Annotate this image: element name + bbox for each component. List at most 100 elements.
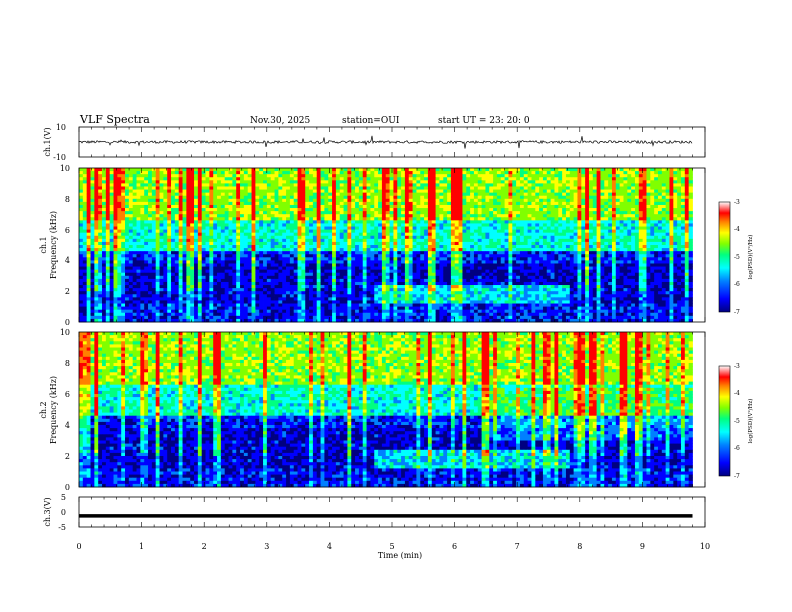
spectrogram-cell: [186, 226, 191, 230]
spectrogram-cell: [155, 183, 160, 187]
spectrogram-cell: [182, 235, 187, 240]
spectrogram-cell: [539, 195, 544, 200]
spectrogram-cell: [94, 260, 99, 264]
spectrogram-cell: [335, 238, 341, 243]
spectrogram-cell: [420, 201, 425, 206]
spectrogram-cell: [117, 183, 122, 187]
spectrogram-cell: [627, 245, 632, 249]
spectrogram-cell: [117, 226, 122, 230]
spectrogram-cell: [642, 201, 647, 206]
spectrogram-cell: [596, 195, 601, 200]
spectrogram-cell: [519, 208, 525, 212]
spectrogram-cell: [493, 195, 498, 200]
spectrogram-cell: [401, 248, 406, 252]
spectrogram-cell: [665, 220, 670, 224]
spectrogram-cell: [205, 214, 210, 218]
spectrogram-cell: [366, 223, 371, 227]
spectrogram-cell: [527, 177, 532, 181]
spectrogram-cell: [427, 186, 433, 190]
spectrogram-cell: [646, 235, 651, 240]
spectrogram-cell: [140, 180, 145, 184]
spectrogram-cell: [144, 168, 149, 172]
spectrogram-cell: [125, 211, 130, 215]
spectrogram-cell: [516, 220, 521, 224]
spectrogram-cell: [535, 254, 540, 258]
spectrogram-cell: [508, 223, 513, 227]
spectrogram-cell: [615, 195, 621, 200]
spectrogram-cell: [332, 174, 337, 178]
spectrogram-cell: [309, 245, 314, 249]
spectrogram-cell: [339, 204, 344, 209]
spectrogram-cell: [190, 238, 195, 243]
spectrogram-cell: [650, 192, 655, 197]
spectrogram-cell: [259, 204, 264, 209]
spectrogram-cell: [144, 235, 149, 240]
spectrogram-cell: [79, 208, 84, 212]
spectrogram-cell: [611, 248, 617, 252]
spectrogram-cell: [638, 177, 644, 181]
spectrogram-cell: [144, 223, 149, 227]
spectrogram-cell: [412, 229, 417, 234]
spectrogram-cell: [608, 235, 613, 240]
spectrogram-cell: [155, 217, 160, 221]
spectrogram-cell: [182, 171, 187, 175]
spectrogram-cell: [408, 257, 413, 261]
spectrogram-cell: [316, 245, 321, 249]
spectrogram-cell: [263, 226, 268, 230]
spectrogram-cell: [82, 183, 88, 187]
spectrogram-cell: [113, 251, 118, 255]
spectrogram-cell: [105, 192, 111, 197]
spectrogram-cell: [140, 223, 145, 227]
spectrogram-cell: [443, 217, 448, 221]
spectrogram-cell: [128, 220, 134, 224]
spectrogram-cell: [102, 257, 107, 261]
spectrogram-cell: [109, 226, 114, 230]
spectrogram-cell: [443, 220, 448, 224]
spectrogram-cell: [657, 254, 663, 258]
spectrogram-cell: [523, 171, 528, 175]
spectrogram-cell: [558, 223, 563, 227]
spectrogram-cell: [573, 186, 578, 190]
spectrogram-cell: [565, 217, 571, 221]
spectrogram-cell: [98, 226, 103, 230]
spectrogram-cell: [182, 180, 187, 184]
spectrogram-cell: [562, 238, 567, 243]
spectrogram-cell: [680, 192, 686, 197]
spectrogram-cell: [228, 180, 233, 184]
spectrogram-cell: [247, 211, 252, 215]
spectrogram-cell: [608, 201, 613, 206]
spectrogram-cell: [646, 174, 651, 178]
spectrogram-cell: [581, 201, 586, 206]
spectrogram-cell: [623, 229, 628, 234]
spectrogram-cell: [588, 232, 594, 237]
spectrogram-cell: [489, 208, 494, 212]
spectrogram-cell: [562, 171, 567, 175]
spectrogram-cell: [500, 220, 505, 224]
spectrogram-cell: [562, 241, 567, 246]
spectrogram-cell: [136, 186, 141, 190]
spectrogram-cell: [362, 217, 367, 221]
spectrogram-cell: [197, 189, 203, 194]
spectrogram-cell: [220, 260, 226, 264]
spectrogram-cell: [408, 251, 413, 255]
spectrogram-cell: [650, 186, 655, 190]
spectrogram-cell: [270, 245, 275, 249]
spectrogram-cell: [634, 241, 640, 246]
spectrogram-cell: [558, 248, 563, 252]
spectrogram-cell: [163, 177, 168, 181]
spectrogram-cell: [343, 177, 348, 181]
spectrogram-cell: [121, 257, 126, 261]
spectrogram-cell: [596, 214, 601, 218]
spectrogram-cell: [500, 177, 505, 181]
spectrogram-cell: [136, 192, 141, 197]
spectrogram-cell: [144, 257, 149, 261]
spectrogram-cell: [335, 241, 341, 246]
spectrogram-cell: [320, 204, 325, 209]
spectrogram-cell: [220, 251, 226, 255]
spectrogram-cell: [332, 214, 337, 218]
spectrogram-cell: [450, 220, 456, 224]
spectrogram-cell: [79, 235, 84, 240]
spectrogram-cell: [404, 186, 410, 190]
spectrogram-cell: [209, 171, 214, 175]
spectrogram-cell: [600, 260, 605, 264]
